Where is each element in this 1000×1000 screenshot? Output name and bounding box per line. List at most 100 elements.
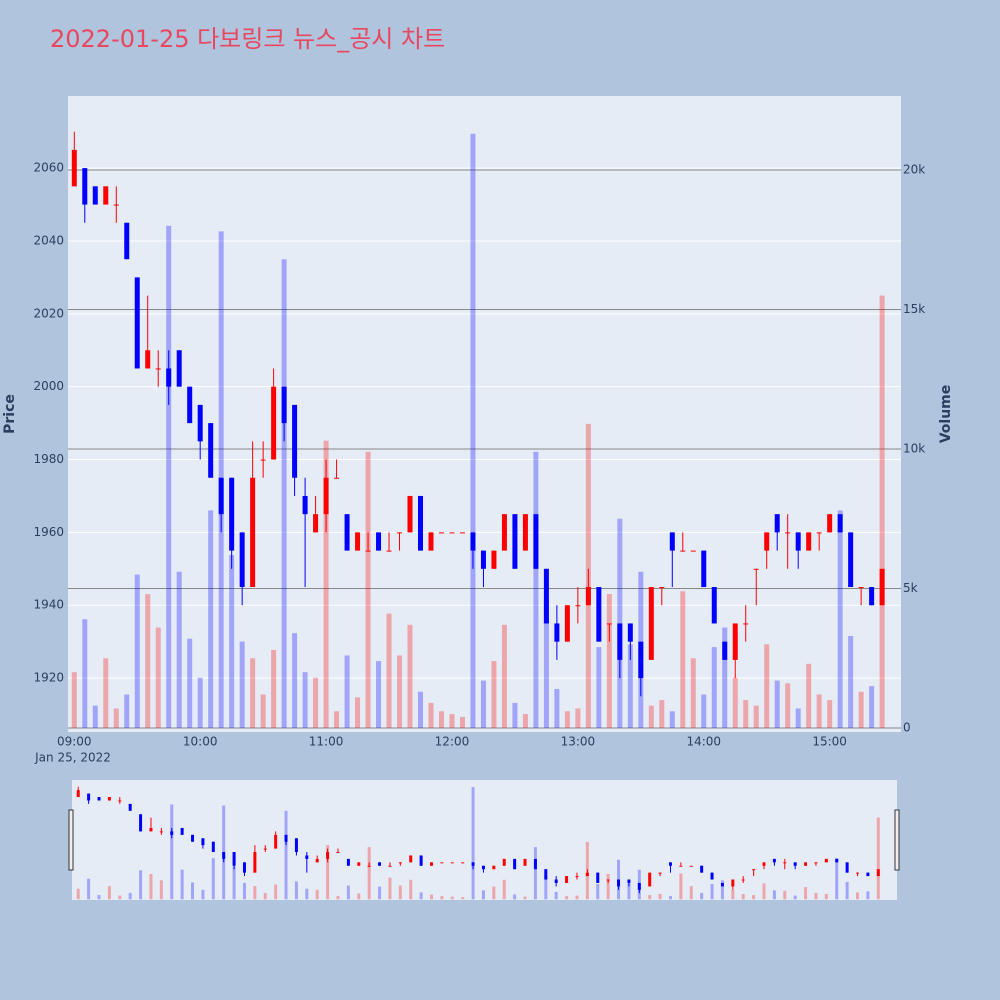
candle-body	[260, 459, 266, 461]
volume-bar	[617, 859, 621, 900]
candle-body	[596, 872, 600, 883]
volume-bar	[606, 594, 612, 729]
candle-body	[848, 532, 854, 588]
volume-bar	[176, 571, 182, 729]
candle-body	[669, 532, 675, 551]
volume-bar	[752, 895, 756, 900]
volume-bar	[648, 895, 652, 900]
volume-bar	[491, 661, 497, 729]
candle-body	[606, 879, 610, 881]
candle-body	[71, 149, 77, 187]
volume-bar	[166, 225, 172, 729]
volume-bar	[336, 896, 340, 900]
candle-body	[710, 872, 714, 880]
volume-bar	[575, 895, 579, 900]
volume-bar	[523, 896, 527, 900]
volume-bar	[879, 295, 885, 729]
volume-bar	[845, 881, 849, 900]
candle-body	[274, 834, 278, 849]
volume-bar	[554, 688, 560, 729]
volume-bar	[470, 133, 476, 729]
chart-title: 2022-01-25 다보링크 뉴스_공시 차트	[50, 25, 445, 53]
candle-body	[638, 641, 644, 679]
candle-body	[294, 838, 298, 853]
volume-bar	[302, 672, 308, 729]
volume-bar	[658, 893, 662, 900]
volume-bar	[134, 574, 140, 729]
candle-body	[512, 514, 518, 569]
candle-body	[305, 855, 309, 859]
candle-body	[378, 862, 382, 866]
candle-body	[124, 222, 130, 260]
volume-bar	[848, 635, 854, 729]
volume-bar	[481, 890, 485, 900]
volume-bar	[858, 691, 864, 729]
volume-bar	[428, 702, 434, 729]
candle-body	[543, 568, 549, 624]
candle-body	[720, 882, 724, 887]
candle-body	[253, 852, 257, 873]
volume-bar	[170, 804, 174, 900]
candle-body	[772, 858, 776, 863]
candle-body	[302, 495, 308, 515]
candle-body	[346, 858, 350, 866]
slider-handle[interactable]	[894, 809, 900, 871]
candle-body	[869, 587, 875, 606]
candle-body	[208, 423, 214, 478]
x-tick-label: 12:00	[435, 735, 470, 749]
candle-body	[816, 532, 822, 534]
candle-body	[449, 532, 455, 534]
candle-body	[388, 865, 392, 867]
candle-body	[397, 532, 403, 534]
volume-bar	[113, 708, 119, 729]
volume-bar	[271, 649, 277, 729]
range-slider[interactable]	[72, 780, 897, 900]
candle-body	[480, 550, 486, 569]
volume-bar	[806, 663, 812, 729]
volume-bar	[627, 644, 633, 729]
volume-bar	[795, 708, 801, 729]
volume-bar	[187, 638, 193, 729]
volume-bar	[378, 886, 382, 900]
candle-body	[250, 477, 256, 588]
candle-body	[533, 514, 539, 569]
volume-bar	[814, 892, 818, 900]
candle-body	[239, 532, 245, 588]
y-tick-label: 2060	[33, 161, 64, 175]
volume-bar	[689, 886, 693, 900]
volume-bar	[648, 705, 654, 729]
candle-body	[398, 862, 402, 864]
candle-body	[658, 872, 662, 874]
candle-body	[627, 623, 633, 642]
x-tick-label: 10:00	[183, 735, 218, 749]
volume-bar	[743, 700, 749, 729]
volume-bar	[731, 889, 735, 900]
volume-bar	[71, 672, 77, 729]
volume-bar	[701, 694, 707, 729]
volume-bar	[398, 885, 402, 900]
volume-bar	[876, 817, 880, 900]
slider-handle[interactable]	[68, 809, 74, 871]
candle-body	[565, 876, 569, 883]
volume-bar	[627, 883, 631, 900]
y-tick-label: 1920	[33, 671, 64, 685]
candle-body	[700, 865, 704, 873]
volume-bar	[492, 886, 496, 900]
candle-body	[627, 879, 631, 883]
candle-body	[218, 477, 224, 515]
y2-tick-label: 20k	[903, 162, 925, 176]
volume-bar	[409, 879, 413, 900]
volume-bar	[407, 624, 413, 729]
candle-body	[806, 532, 812, 551]
volume-bar	[501, 624, 507, 729]
volume-bar	[732, 677, 738, 729]
volume-bar	[659, 700, 665, 729]
candle-body	[336, 852, 340, 854]
volume-bar	[355, 697, 361, 729]
candle-body	[263, 848, 267, 850]
candle-body	[637, 882, 641, 890]
candle-body	[606, 623, 612, 625]
candle-body	[827, 514, 833, 533]
candle-body	[741, 879, 745, 881]
